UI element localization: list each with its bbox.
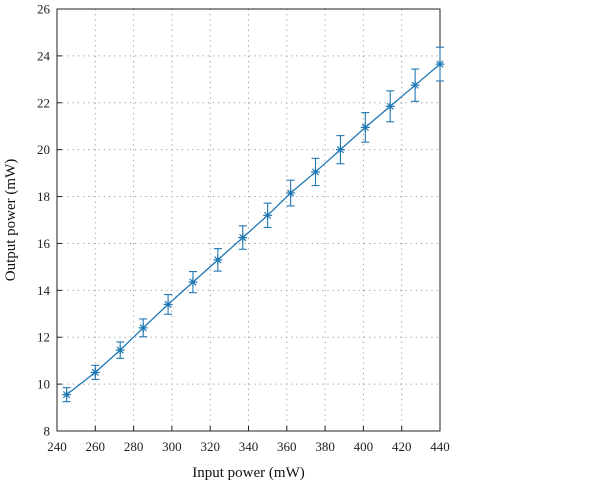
data-point	[410, 80, 420, 90]
x-tick-label: 360	[277, 439, 297, 454]
data-point	[163, 299, 173, 309]
y-tick-labels: 8 10 12 14 16 18 20 22 24 26	[37, 2, 51, 439]
data-point	[286, 188, 296, 198]
x-tick-label: 440	[430, 439, 450, 454]
grid-lines	[57, 9, 440, 431]
y-tick-label: 16	[37, 236, 51, 251]
data-point	[213, 255, 223, 265]
data-point	[115, 345, 125, 355]
y-tick-label: 10	[37, 377, 50, 392]
x-tick-label: 420	[392, 439, 412, 454]
data-point	[238, 233, 248, 243]
x-tick-label: 380	[315, 439, 335, 454]
x-tick-label: 260	[86, 439, 106, 454]
data-point	[435, 59, 445, 69]
x-tick-label: 320	[200, 439, 220, 454]
y-tick-label: 8	[44, 424, 51, 439]
y-tick-label: 14	[37, 283, 51, 298]
x-tick-labels: 240 260 280 300 320 340 360 380 400 420 440	[47, 439, 450, 454]
y-tick-label: 26	[37, 2, 51, 17]
series-line	[66, 63, 441, 396]
x-tick-label: 340	[239, 439, 259, 454]
data-point	[62, 390, 72, 400]
data-point	[263, 210, 273, 220]
axis-ticks	[56, 8, 441, 432]
x-tick-label: 400	[354, 439, 374, 454]
x-tick-label: 280	[124, 439, 144, 454]
y-tick-label: 18	[37, 189, 50, 204]
data-point	[335, 145, 345, 155]
data-point	[138, 323, 148, 333]
data-point	[188, 277, 198, 287]
y-tick-label: 12	[37, 330, 50, 345]
data-point	[311, 167, 321, 177]
series-group	[62, 46, 445, 403]
data-point	[360, 122, 370, 132]
x-axis-label: Input power (mW)	[192, 465, 304, 481]
y-tick-label: 24	[37, 48, 51, 63]
data-point	[385, 101, 395, 111]
y-tick-label: 22	[37, 95, 50, 110]
y-tick-label: 20	[37, 142, 50, 157]
y-axis-label: Output power (mW)	[3, 159, 19, 281]
x-tick-label: 240	[47, 439, 67, 454]
x-tick-label: 300	[162, 439, 182, 454]
data-point	[90, 367, 100, 377]
